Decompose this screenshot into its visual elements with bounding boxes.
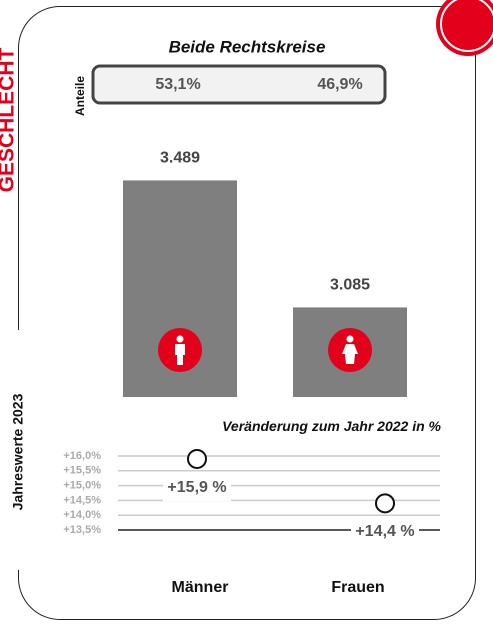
card (18, 6, 476, 620)
y-tick-label: +14,5% (63, 494, 101, 506)
icon-head (346, 335, 354, 343)
label-bg (0, 0, 14, 250)
dot-chart-title: Veränderung zum Jahr 2022 in % (222, 418, 441, 434)
section-label: GESCHLECHT (0, 47, 19, 192)
y-tick-label: +15,0% (63, 480, 101, 492)
y-tick-label: +14,0% (63, 509, 101, 521)
icon-body (175, 344, 185, 365)
shares-label: Anteile (73, 76, 87, 116)
label-bg (6, 330, 30, 570)
bar-value-label: 3.085 (330, 277, 370, 294)
bar-value-label: 3.489 (160, 150, 200, 167)
y-tick-label: +13,5% (63, 524, 101, 536)
share-label: 53,1% (155, 76, 200, 93)
dot-value-label: +15,9 % (163, 474, 231, 501)
y-tick-label: +16,0% (63, 450, 101, 462)
icon-body (342, 344, 358, 364)
side-label: Jahreswerte 2023 (10, 393, 26, 510)
category-label: Männer (172, 579, 229, 596)
share-label: 46,9% (317, 76, 362, 93)
dot (375, 493, 395, 514)
dot-value-label: +14,4 % (351, 519, 419, 546)
dot (187, 448, 207, 469)
category-label: Frauen (331, 579, 384, 596)
shares-box (91, 64, 387, 105)
top-icon-ring (440, 0, 493, 52)
icon-head (176, 335, 184, 343)
y-tick-label: +15,5% (63, 465, 101, 477)
top-icon (436, 0, 493, 56)
chart-title: Beide Rechtskreise (169, 37, 326, 56)
